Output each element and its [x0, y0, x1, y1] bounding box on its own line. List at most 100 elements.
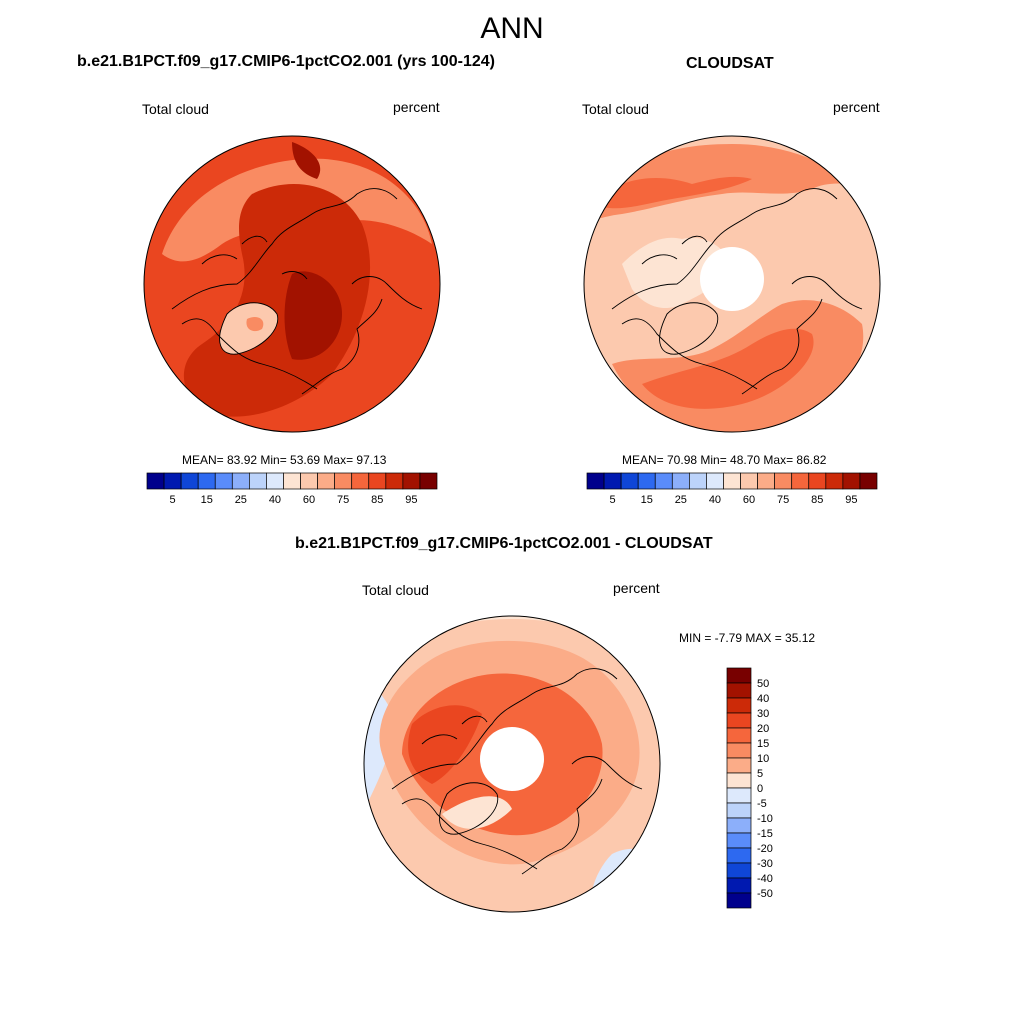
p1-map-border [143, 135, 441, 433]
p2-field-bottom-hi [642, 328, 814, 409]
p1-colorbar-swatch-9 [300, 472, 318, 490]
main-title: ANN [480, 12, 544, 45]
panel1-units-label: percent [393, 99, 440, 115]
p3-colorbar-swatch-4 [726, 727, 752, 744]
p2-colorbar-swatch-9 [740, 472, 758, 490]
p2-colorbar-swatch-8 [723, 472, 741, 490]
p3-colorbar-tick-label: -15 [757, 828, 773, 840]
p3-colorbar-swatch-6 [726, 757, 752, 774]
p2-colorbar-swatch-4 [654, 472, 673, 490]
p1-field-max-top [292, 142, 321, 179]
p3-colorbar-swatch-14 [726, 877, 752, 894]
p1-colorbar-swatch-3 [197, 472, 216, 490]
p1-colorbar-tick-label: 40 [269, 494, 281, 506]
p2-colorbar-tick-label: 5 [610, 494, 616, 506]
panel3-variable-label: Total cloud [362, 582, 429, 598]
p1-colorbar-tick-label: 15 [201, 494, 213, 506]
p3-field-max-west [408, 705, 482, 784]
p2-colorbar-swatch-13 [808, 472, 827, 490]
panel3-min-max: MIN = -7.79 MAX = 35.12 [679, 631, 816, 645]
p1-colorbar-swatch-14 [385, 472, 404, 490]
p1-colorbar-tick-label: 5 [170, 494, 176, 506]
p2-missing-polar-hole [700, 247, 764, 311]
panel2-units-label: percent [833, 99, 880, 115]
p2-colorbar-swatch-10 [757, 472, 775, 490]
p2-colorbar-swatch-1 [603, 472, 622, 490]
p2-coastlines [611, 188, 863, 395]
p1-field-max [284, 271, 342, 360]
p2-colorbar-tick-label: 85 [811, 494, 823, 506]
p1-colorbar-tick-label: 95 [405, 494, 417, 506]
p1-colorbar-tick-label: 25 [235, 494, 247, 506]
p3-colorbar-swatch-1 [726, 682, 752, 699]
p3-colorbar-tick-label: -20 [757, 843, 773, 855]
panel1-stats: MEAN= 83.92 Min= 53.69 Max= 97.13 [182, 453, 387, 467]
panel1-variable-label: Total cloud [142, 101, 209, 117]
p1-colorbar-tick-label: 60 [303, 494, 315, 506]
p3-colorbar-swatch-3 [726, 712, 752, 729]
p3-coastlines [391, 668, 643, 875]
p2-colorbar-tick-label: 15 [641, 494, 653, 506]
p3-colorbar-tick-label: -50 [757, 888, 773, 900]
p3-colorbar-swatch-9 [726, 802, 752, 819]
p2-colorbar-tick-label: 75 [777, 494, 789, 506]
p3-colorbar-swatch-15 [726, 892, 752, 909]
p3-colorbar-swatch-11 [726, 832, 752, 849]
p2-colorbar-swatch-3 [637, 472, 656, 490]
panel3-units-label: percent [613, 580, 660, 596]
p1-colorbar-swatch-6 [249, 472, 267, 490]
p1-colorbar-swatch-1 [163, 472, 182, 490]
p2-colorbar-swatch-2 [620, 472, 639, 490]
p3-colorbar-tick-label: -40 [757, 873, 773, 885]
p2-colorbar-swatch-15 [842, 472, 861, 490]
p2-colorbar-tick-label: 40 [709, 494, 721, 506]
p3-map-border [363, 615, 661, 913]
panel3-title: b.e21.B1PCT.f09_g17.CMIP6-1pctCO2.001 - … [295, 535, 713, 552]
p2-colorbar-swatch-6 [689, 472, 707, 490]
panel2-polar-map [583, 135, 881, 433]
p1-colorbar-swatch-4 [214, 472, 233, 490]
p1-colorbar-swatch-2 [180, 472, 199, 490]
p1-colorbar-swatch-11 [334, 472, 353, 490]
p2-colorbar-swatch-0 [586, 472, 605, 490]
p3-colorbar-tick-label: 40 [757, 693, 769, 705]
p3-colorbar-tick-label: -30 [757, 858, 773, 870]
p2-colorbar-swatch-11 [774, 472, 793, 490]
p3-field-low-greenland [442, 796, 512, 829]
p3-colorbar-tick-label: -5 [757, 798, 767, 810]
panel2-stats: MEAN= 70.98 Min= 48.70 Max= 86.82 [622, 453, 827, 467]
p3-colorbar-swatch-5 [726, 742, 752, 759]
p3-colorbar-swatch-8 [726, 787, 752, 804]
p3-colorbar-tick-label: 10 [757, 753, 769, 765]
panel2-title: CLOUDSAT [686, 55, 774, 72]
panel1-title: b.e21.B1PCT.f09_g17.CMIP6-1pctCO2.001 (y… [77, 53, 495, 70]
p1-coastlines [171, 188, 423, 395]
p3-colorbar-tick-label: 50 [757, 678, 769, 690]
p3-colorbar-tick-label: 20 [757, 723, 769, 735]
panel1-colorbar: 5 15 25 40 60 75 85 95 [146, 472, 438, 506]
p1-field-high [183, 184, 371, 417]
p1-colorbar-tick-label: 85 [371, 494, 383, 506]
p1-colorbar-swatch-15 [402, 472, 421, 490]
p1-colorbar-tick-label: 75 [337, 494, 349, 506]
p3-missing-polar-hole [480, 727, 544, 791]
panel3-polar-map [363, 615, 661, 913]
p1-colorbar-swatch-7 [266, 472, 284, 490]
p3-colorbar-swatch-10 [726, 817, 752, 834]
p3-colorbar-tick-label: -10 [757, 813, 773, 825]
p3-colorbar-tick-label: 0 [757, 783, 763, 795]
panel1-polar-map [143, 135, 441, 433]
p2-colorbar-swatch-5 [671, 472, 690, 490]
p1-colorbar-swatch-12 [351, 472, 370, 490]
p1-colorbar-swatch-8 [283, 472, 301, 490]
panel2-colorbar: 5 15 25 40 60 75 85 95 [586, 472, 878, 506]
p3-colorbar-tick-label: 5 [757, 768, 763, 780]
p3-colorbar-swatch-7 [726, 772, 752, 789]
p3-colorbar-swatch-0 [726, 667, 752, 684]
panel2-variable-label: Total cloud [582, 101, 649, 117]
p1-colorbar-swatch-0 [146, 472, 165, 490]
p3-colorbar-tick-label: 15 [757, 738, 769, 750]
p2-colorbar-swatch-7 [706, 472, 724, 490]
p2-colorbar-tick-label: 25 [675, 494, 687, 506]
